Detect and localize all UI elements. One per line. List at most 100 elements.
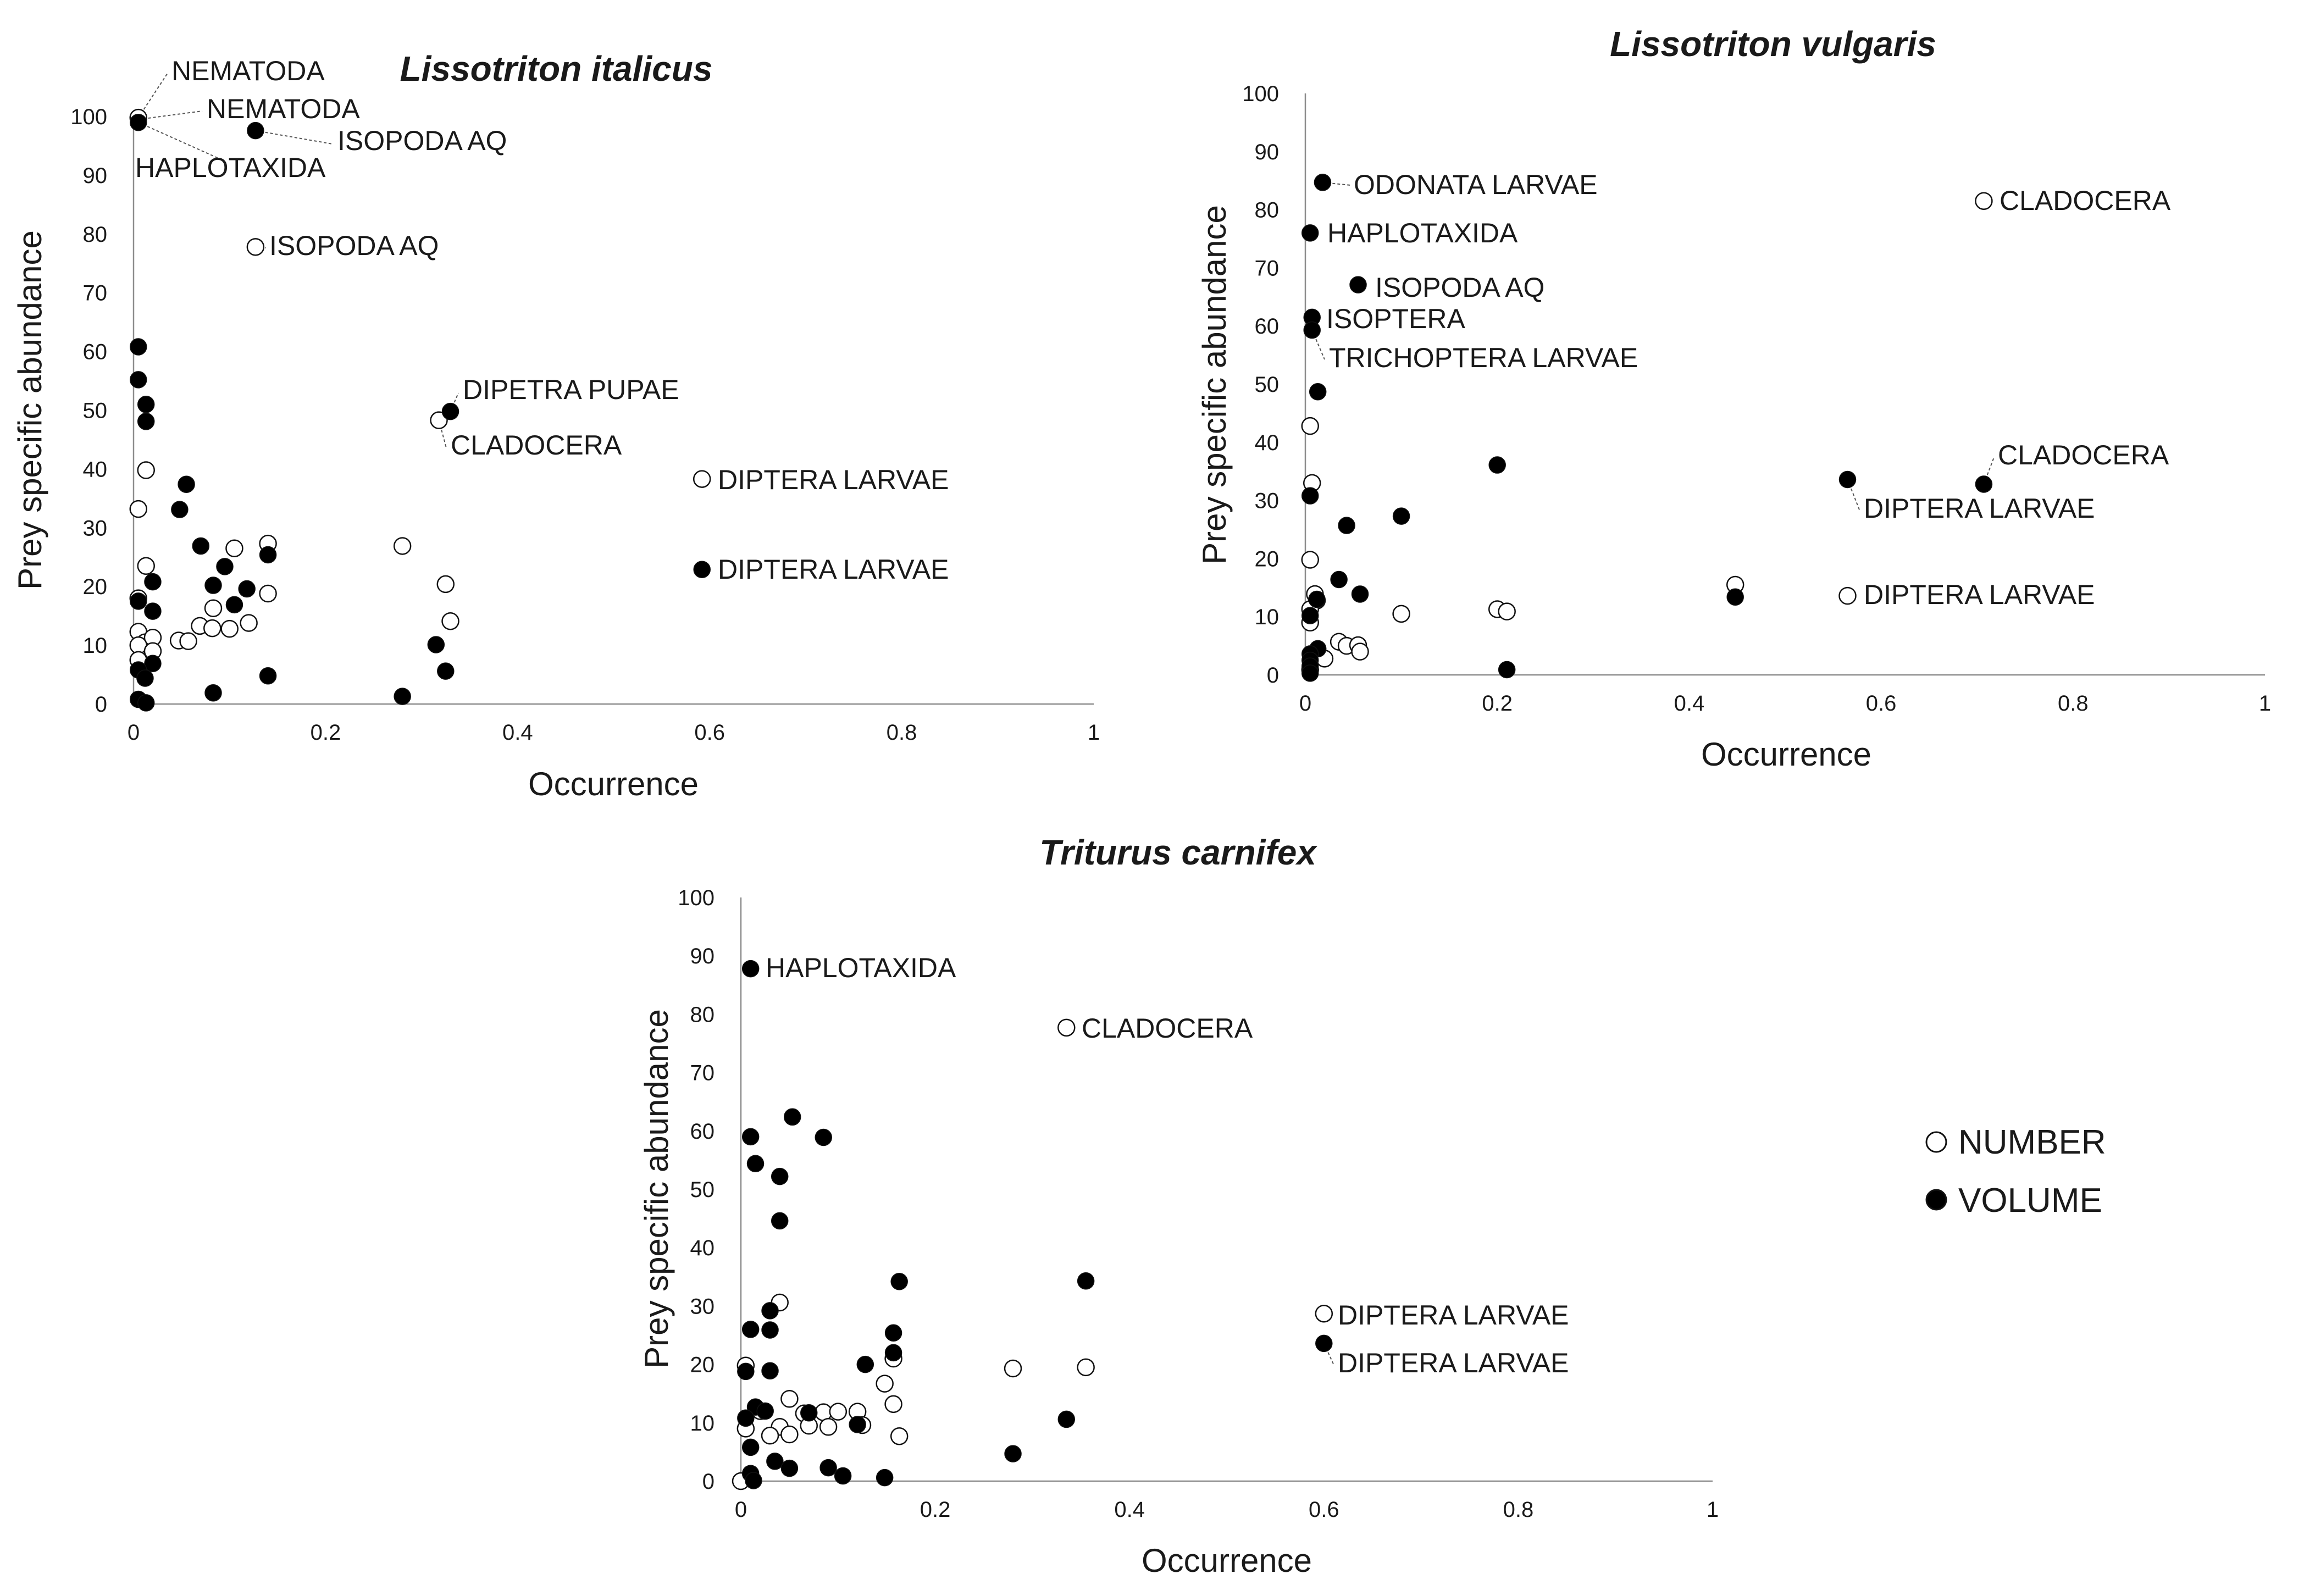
number-data-point [179, 632, 197, 650]
volume-data-point [745, 1472, 762, 1489]
y-tick-label: 30 [1255, 489, 1280, 513]
volume-data-point [761, 1362, 779, 1380]
volume-data-point [437, 662, 455, 680]
number-data-point [436, 575, 455, 594]
number-data-point [240, 614, 258, 632]
volume-data-point [1004, 1445, 1022, 1462]
number-data-point [1077, 1358, 1095, 1377]
volume-data-point [1315, 1334, 1333, 1353]
volume-data-point [216, 558, 234, 575]
volume-data-point [225, 596, 243, 614]
number-data-point [137, 461, 155, 479]
number-data-point [1057, 1018, 1076, 1037]
volume-data-point [780, 1459, 799, 1477]
volume-data-point [192, 537, 210, 555]
volume-data-point [1077, 1272, 1095, 1290]
x-tick-label: 0.2 [1482, 691, 1513, 716]
volume-data-point [1838, 470, 1857, 489]
x-tick-label: 0.4 [1674, 691, 1705, 716]
y-axis-title: Prey specific abundance [638, 1009, 675, 1368]
volume-data-point [441, 402, 459, 420]
y-tick-label: 60 [1255, 314, 1280, 339]
volume-data-point [427, 636, 445, 653]
volume-data-point [1303, 321, 1321, 339]
x-tick-label: 0.8 [887, 721, 917, 745]
volume-data-point [741, 1128, 760, 1146]
volume-data-point [137, 694, 155, 712]
volume-data-point [1057, 1410, 1076, 1428]
annotation-label: DIPETRA PUPAE [463, 374, 679, 405]
y-tick-label: 0 [95, 692, 107, 717]
number-data-point [393, 537, 412, 555]
y-tick-label: 20 [690, 1353, 715, 1377]
volume-data-point [129, 113, 147, 131]
volume-data-point [1301, 607, 1319, 624]
volume-data-point [819, 1459, 837, 1477]
annotation-label: ISOPODA AQ [337, 125, 507, 156]
annotation-label: CLADOCERA [1998, 440, 2169, 470]
annotation-label: ISOPTERA [1326, 303, 1465, 334]
annotation-label: CLADOCERA [451, 430, 622, 461]
number-data-point [259, 584, 277, 603]
annotation-label: DIPTERA LARVAE [718, 554, 949, 585]
number-data-point [129, 500, 147, 518]
y-tick-label: 70 [690, 1061, 715, 1085]
volume-data-point [1349, 276, 1367, 293]
annotation-leader-line [255, 130, 333, 145]
y-tick-label: 60 [83, 340, 108, 364]
number-data-point [693, 470, 711, 488]
annotation-label: NEMATODA [207, 93, 360, 124]
annotation-leader-line [137, 73, 168, 118]
annotation-label: NEMATODA [171, 56, 325, 86]
number-data-point [1315, 1304, 1333, 1323]
y-tick-label: 90 [83, 164, 108, 188]
y-tick-label: 0 [702, 1470, 715, 1494]
chart-panel: 0 0.2 0.4 0.6 0.8 10102030405060708090100Trit… [638, 833, 2106, 1579]
annotation-label: ODONATA LARVAE [1354, 169, 1598, 200]
volume-data-point [800, 1404, 818, 1422]
y-tick-label: 50 [1255, 373, 1280, 397]
y-tick-label: 10 [690, 1411, 715, 1436]
legend-label: VOLUME [1958, 1182, 2102, 1220]
chart-panel: 0 0.2 0.4 0.6 0.8 10102030405060708090100Liss… [1196, 24, 2271, 773]
y-tick-label: 30 [690, 1294, 715, 1318]
volume-data-point [144, 573, 162, 591]
annotation-leader-line [450, 392, 459, 412]
annotation-label: HAPLOTAXIDA [135, 152, 326, 183]
number-data-point [220, 619, 239, 638]
legend-label: NUMBER [1958, 1123, 2106, 1161]
number-data-point [1351, 642, 1369, 661]
x-tick-label: 0.8 [2058, 691, 2089, 716]
annotation-label: ISOPODA AQ [269, 230, 439, 261]
y-tick-label: 30 [83, 516, 108, 540]
y-tick-label: 80 [690, 1002, 715, 1027]
legend-volume-marker [1925, 1189, 1947, 1211]
number-data-point [890, 1427, 909, 1445]
volume-data-point [259, 546, 277, 564]
x-tick-label: 0.6 [1866, 691, 1897, 716]
volume-data-point [761, 1321, 779, 1339]
chart-title: Triturus carnifex [1039, 833, 1317, 872]
volume-data-point [1309, 383, 1327, 401]
y-tick-label: 60 [690, 1120, 715, 1144]
number-data-point [137, 557, 155, 575]
x-tick-label: 0 [128, 721, 140, 745]
annotation-label: DIPTERA LARVAE [1338, 1300, 1569, 1331]
volume-data-point [247, 121, 264, 140]
volume-data-point [771, 1212, 789, 1230]
volume-data-point [1301, 487, 1319, 505]
x-tick-label: 0.4 [1114, 1498, 1145, 1522]
volume-data-point [137, 413, 155, 430]
x-tick-label: 0.6 [1309, 1498, 1339, 1522]
y-tick-label: 100 [1242, 82, 1279, 106]
x-tick-label: 0 [735, 1498, 747, 1522]
y-tick-label: 90 [690, 944, 715, 968]
volume-data-point [1314, 174, 1332, 191]
x-tick-label: 0.2 [311, 721, 341, 745]
y-tick-label: 80 [1255, 198, 1280, 223]
y-tick-label: 100 [70, 105, 107, 129]
volume-data-point [761, 1302, 779, 1320]
volume-data-point [1498, 661, 1516, 679]
volume-data-point [737, 1362, 755, 1381]
